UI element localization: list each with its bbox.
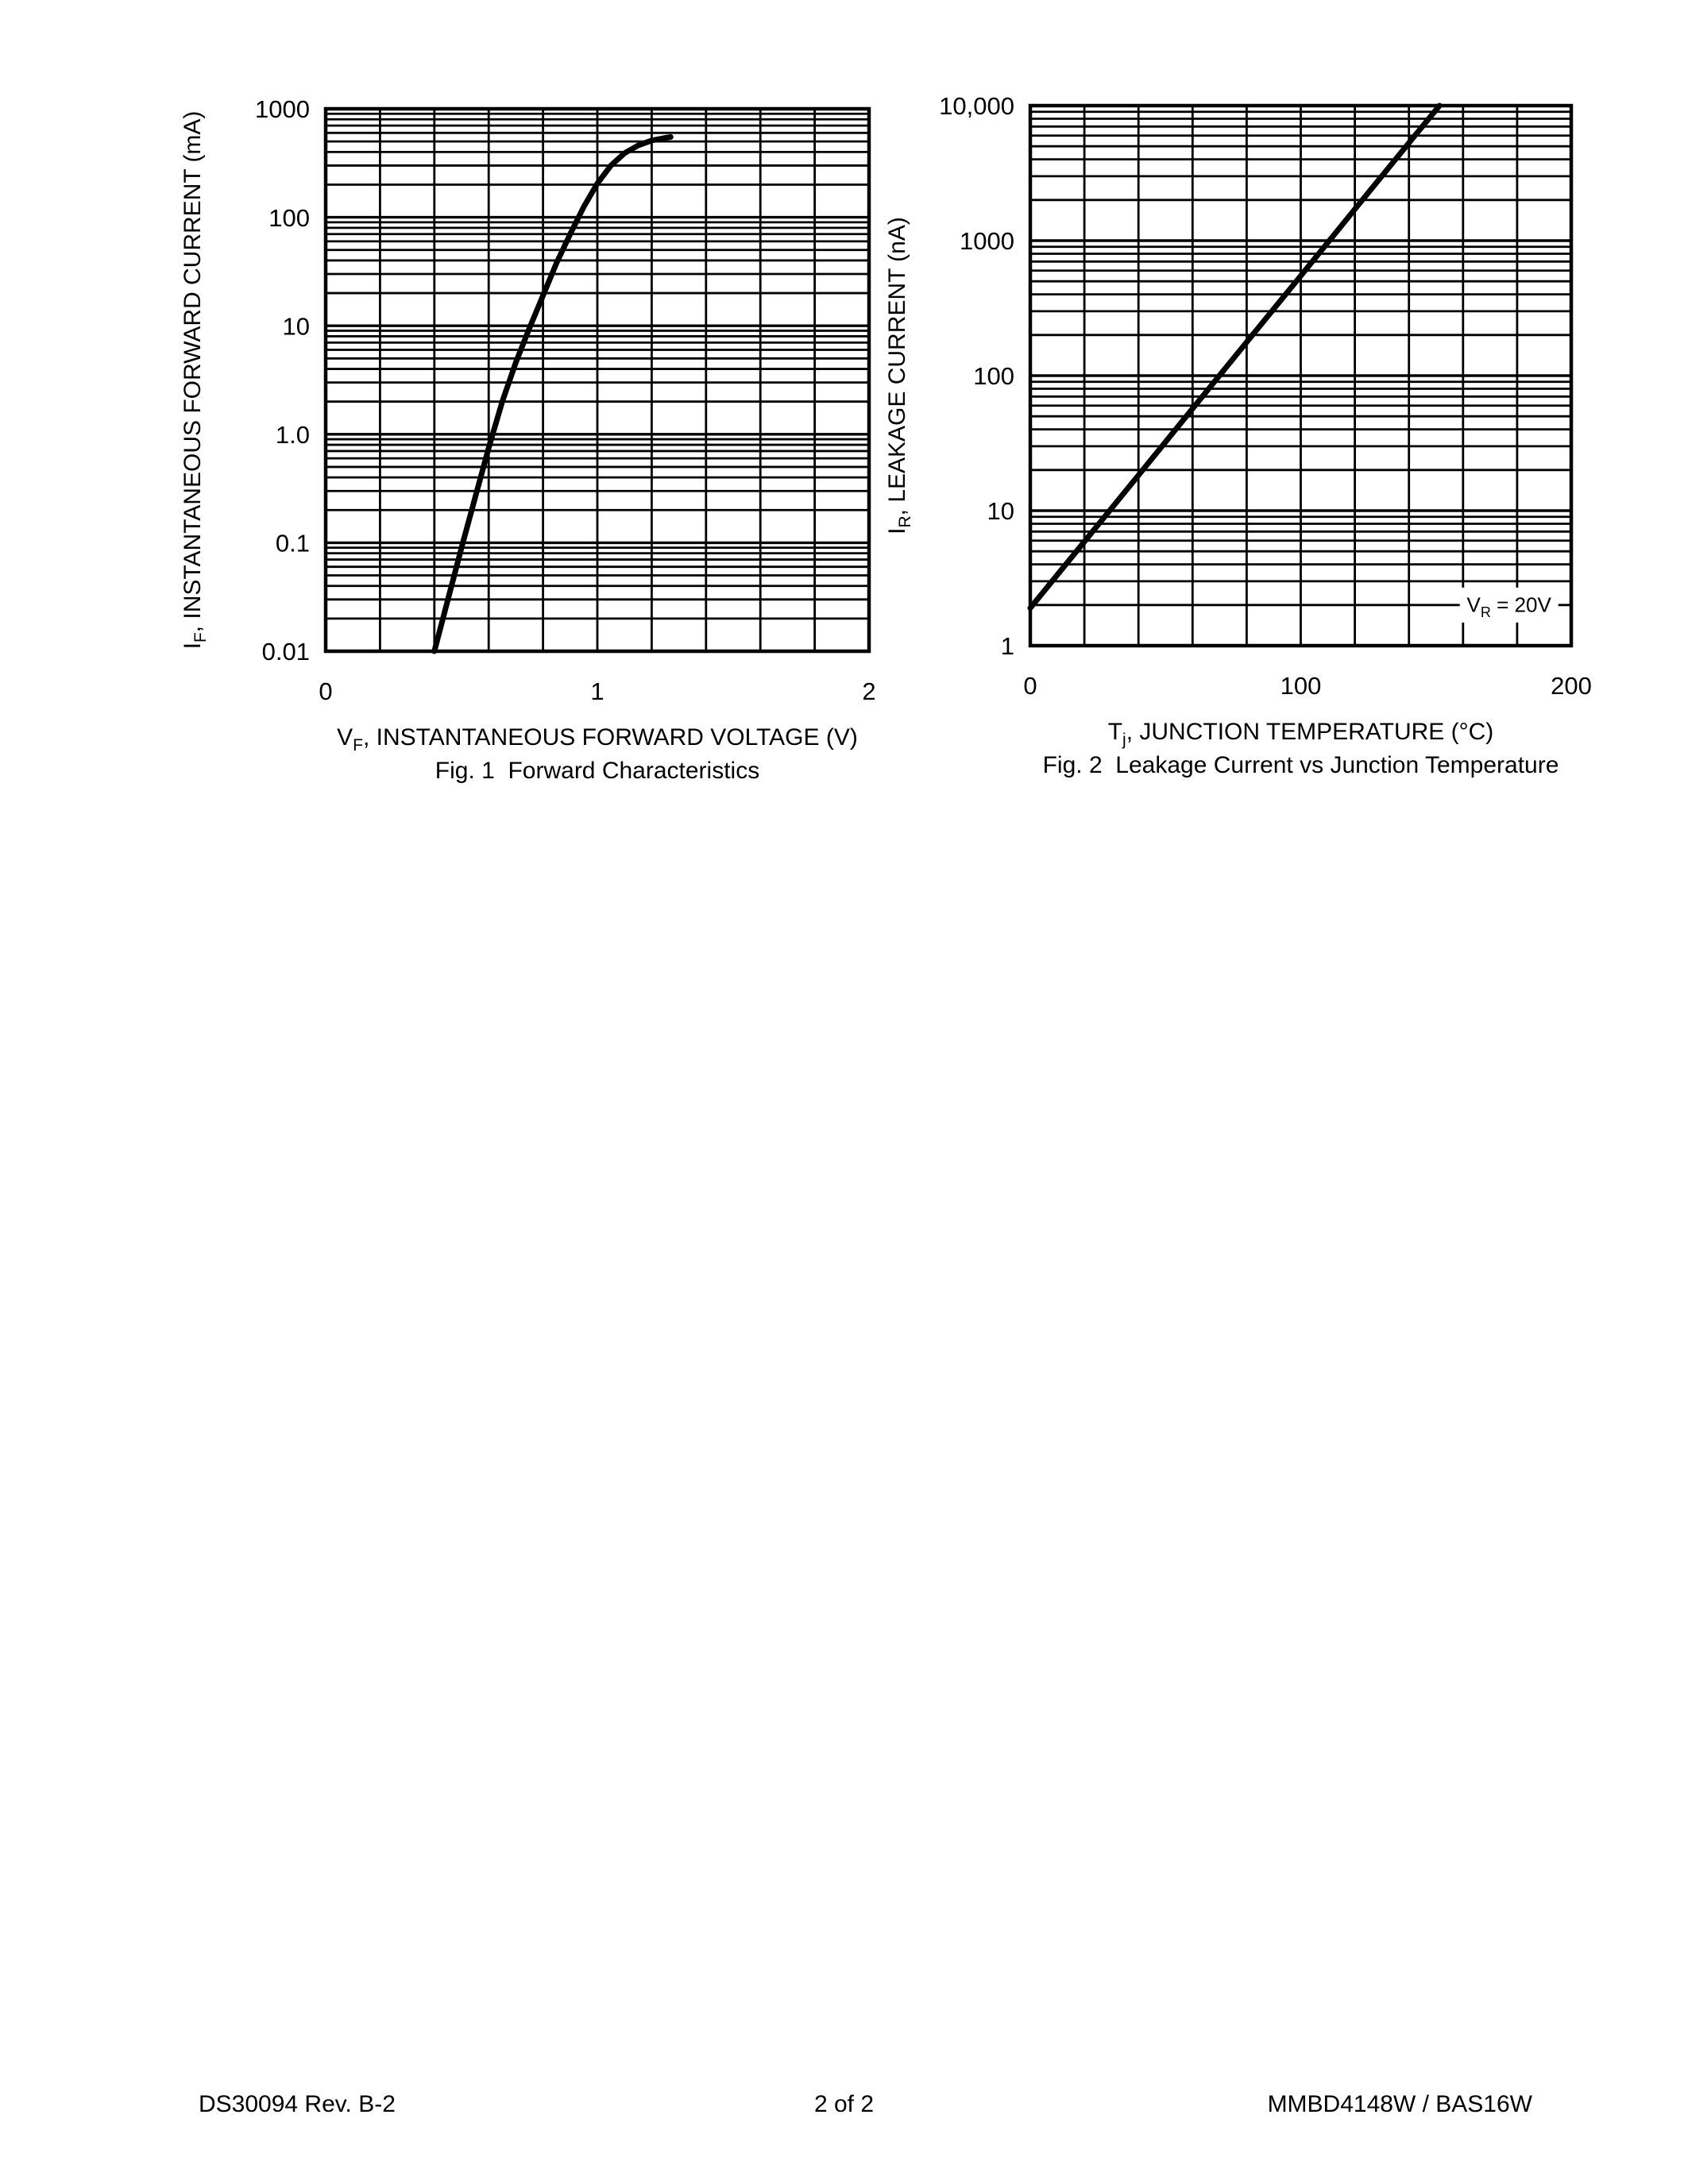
- x-tick-label: 0: [319, 677, 332, 705]
- annotation-condition-label: VR = 20V: [1467, 593, 1552, 620]
- x-axis-title: Tj, JUNCTION TEMPERATURE (°C): [1108, 719, 1494, 749]
- y-tick-label: 1000: [255, 95, 310, 123]
- fig2-grid: [1030, 106, 1571, 646]
- y-tick-label: 0.1: [276, 530, 310, 558]
- x-tick-label: 0: [1023, 672, 1037, 700]
- x-axis-title: VF, INSTANTANEOUS FORWARD VOLTAGE (V): [337, 724, 858, 754]
- footer-document-number: DS30094 Rev. B-2: [199, 2091, 396, 2117]
- y-tick-label: 1000: [960, 227, 1014, 255]
- plot-border: [323, 106, 871, 654]
- annotation-mask: [1459, 587, 1559, 623]
- series-curve: [1027, 102, 1443, 612]
- y-tick-label: 100: [268, 204, 310, 232]
- y-tick-label: 0.01: [262, 638, 310, 666]
- figure-caption: Fig. 1 Forward Characteristics: [435, 758, 759, 784]
- x-tick-label: 100: [1280, 672, 1322, 700]
- y-axis-title: IR, LEAKAGE CURRENT (nA): [884, 217, 914, 534]
- x-tick-label: 1: [590, 677, 604, 705]
- y-tick-label: 100: [973, 362, 1014, 390]
- y-tick-label: 1: [1001, 632, 1014, 660]
- y-tick-label: 10,000: [939, 92, 1014, 120]
- fig1-forward-characteristics-chart: 1000 100 10 1.0 0.1 0.01 0 1 2VF, INSTANTANEOUS …: [180, 95, 876, 784]
- footer-page-number: 2 of 2: [813, 2091, 875, 2117]
- plot-border: [1028, 103, 1574, 648]
- series-curve: [431, 134, 674, 654]
- fig2-leakage-current-chart: 10,000 1000 100 10 10 100 200 Tj, JUNCTION TEMP…: [884, 92, 1592, 778]
- y-tick-label: 1.0: [276, 421, 310, 449]
- fig1-y-tick-labels: 1000 100 10 1.0 0.1 0.01: [255, 95, 310, 666]
- y-axis-title: IF, INSTANTANEOUS FORWARD CURRENT (mA): [180, 111, 210, 650]
- y-tick-label: 10: [987, 497, 1014, 525]
- footer-part-number: MMBD4148W / BAS16W: [1267, 2091, 1532, 2117]
- fig2-x-tick-labels: 0 100 200: [1023, 672, 1591, 700]
- fig2-y-tick-labels: 10,000 1000 100 10 1: [939, 92, 1014, 660]
- y-tick-label: 10: [283, 312, 310, 340]
- x-tick-label: 200: [1551, 672, 1592, 700]
- figure-caption: Fig. 2 Leakage Current vs Junction Tempe…: [1043, 752, 1559, 778]
- fig1-grid: [326, 109, 869, 651]
- x-tick-label: 2: [862, 677, 875, 705]
- fig1-x-tick-labels: 0 1 2: [319, 677, 875, 705]
